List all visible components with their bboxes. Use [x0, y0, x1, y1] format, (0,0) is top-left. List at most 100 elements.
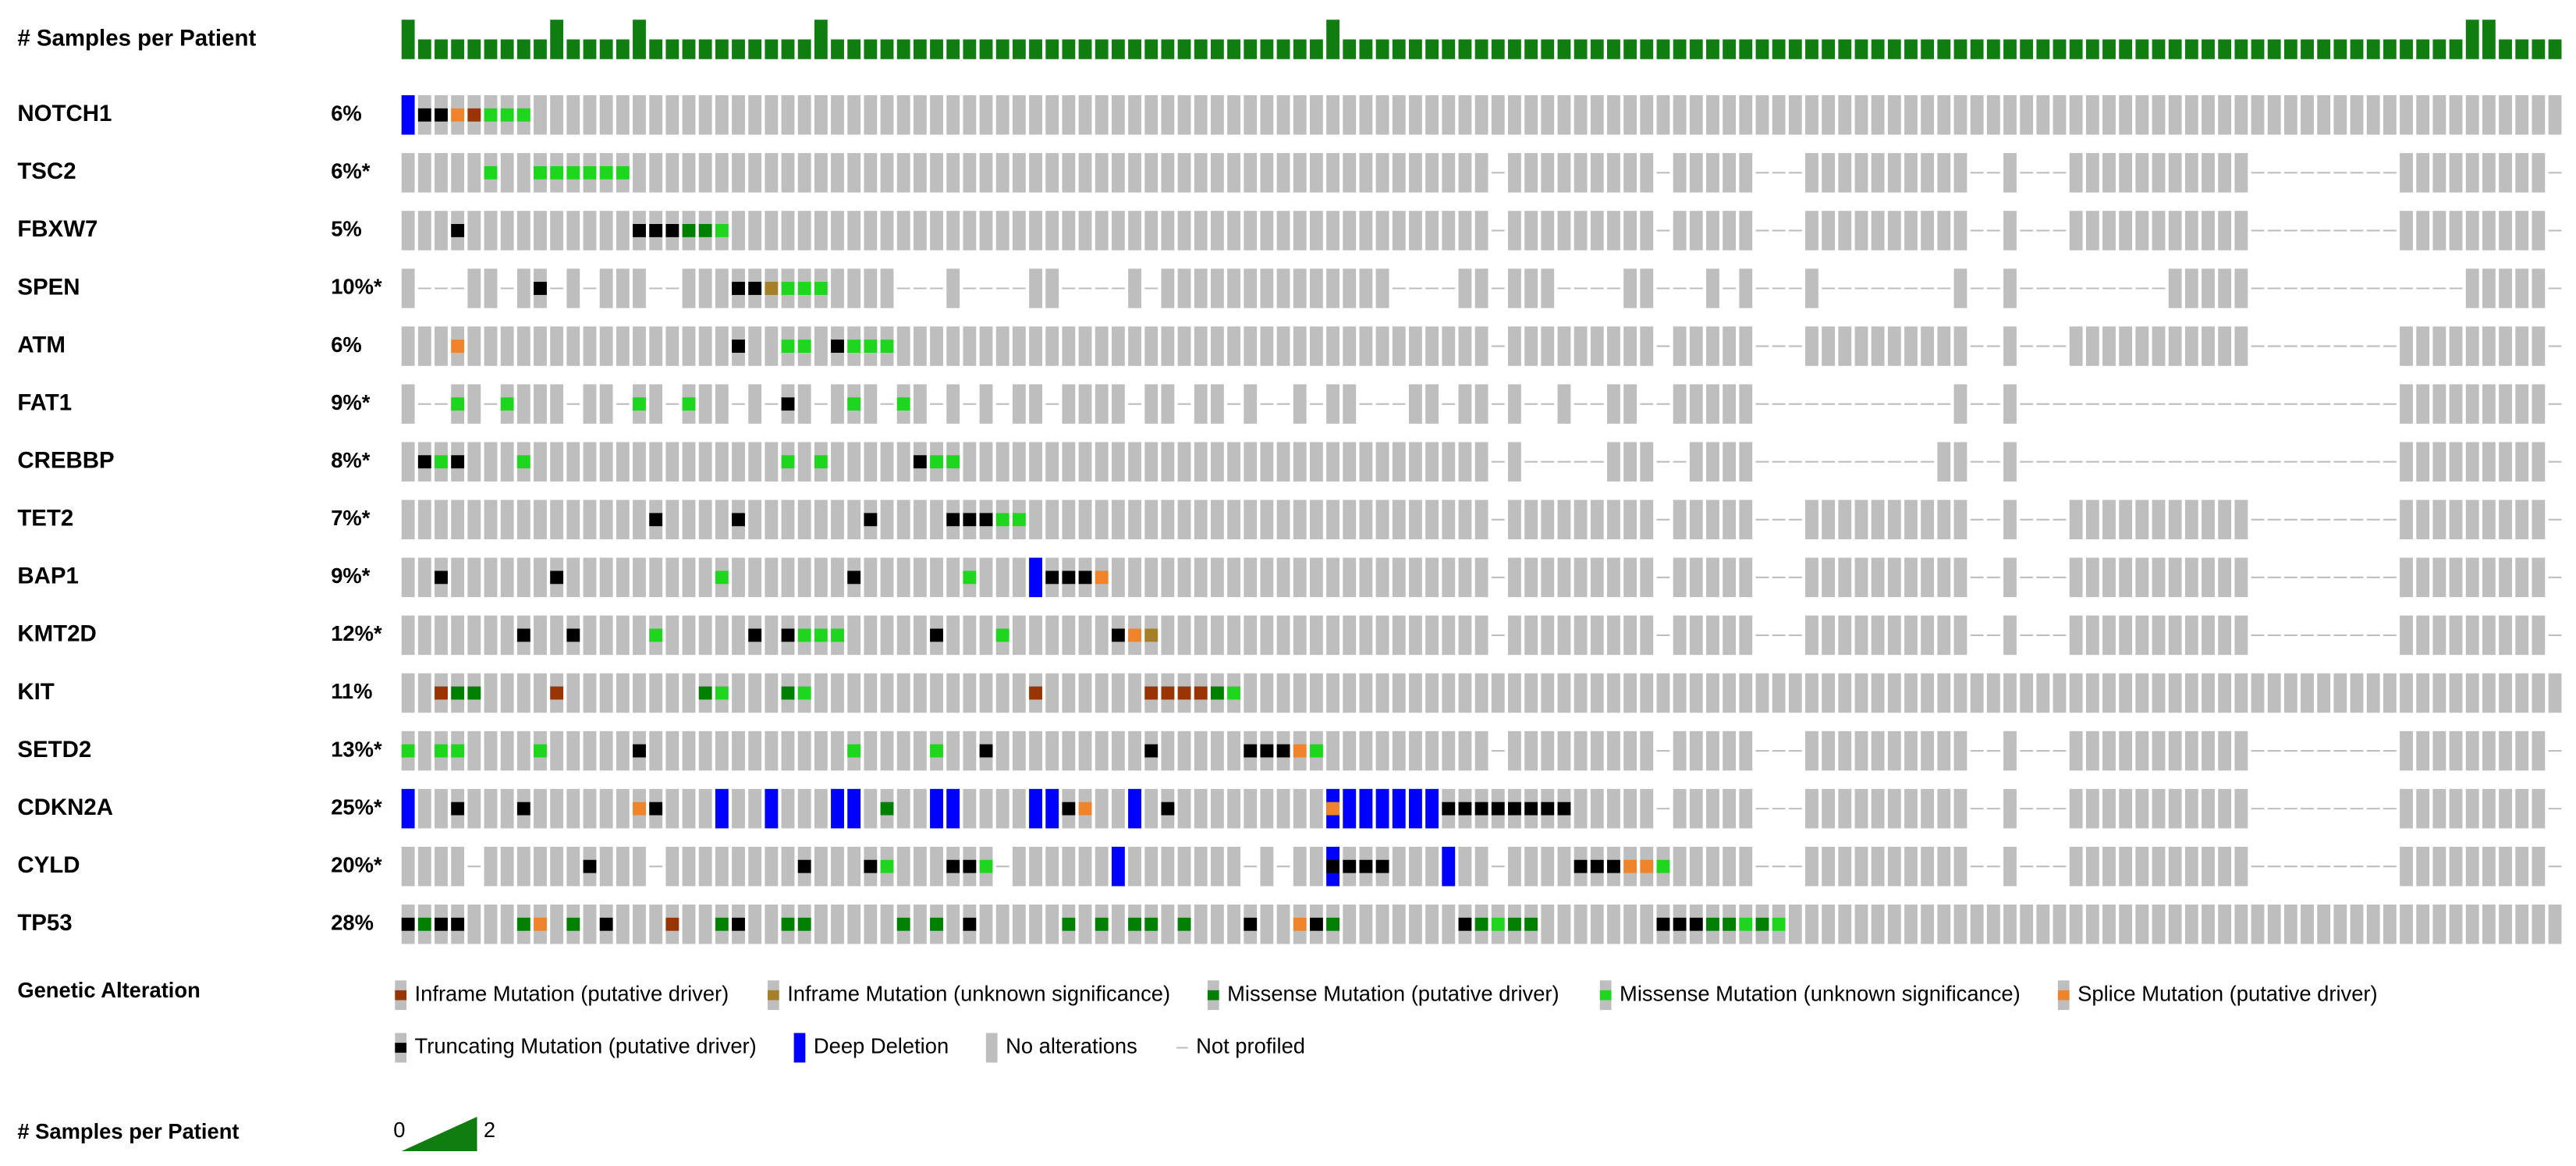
cell: [979, 384, 993, 424]
cell: [880, 442, 894, 482]
cell: [1706, 384, 1719, 424]
cell: [2532, 268, 2546, 308]
cell: [1689, 95, 1703, 135]
cell: [1177, 442, 1191, 482]
cell: [1029, 442, 1042, 482]
cell: [2003, 442, 2017, 482]
cell: [1078, 211, 1092, 251]
cell: [467, 442, 481, 482]
sample-bar: [2499, 39, 2512, 59]
cell: [2102, 615, 2116, 656]
cell: [1854, 211, 1868, 251]
cell: [1161, 384, 1175, 424]
cell: [1838, 557, 1852, 598]
cell: [2218, 905, 2232, 944]
cell: [1309, 615, 1323, 656]
cell: [1739, 95, 1753, 135]
mutation: [930, 917, 943, 931]
legend-swatch: [1207, 990, 1219, 1001]
cell: [566, 268, 580, 308]
sample-bar: [1607, 39, 1620, 59]
cell: [1244, 153, 1258, 193]
mutation: [1260, 744, 1274, 758]
percent-label: 6%: [331, 332, 362, 357]
cell: [913, 557, 927, 598]
cell: [1904, 788, 1918, 829]
mutation: [930, 628, 943, 642]
cell: [2499, 153, 2512, 193]
cell: [1623, 788, 1637, 829]
cell: [1210, 211, 1224, 251]
cell: [1326, 326, 1339, 366]
gene-label: BAP1: [17, 563, 79, 589]
cell: [1244, 95, 1258, 135]
cell: [516, 384, 530, 424]
cell: [1045, 211, 1059, 251]
cell: [1524, 153, 1538, 193]
mutation: [1508, 917, 1521, 931]
cell: [1177, 615, 1191, 656]
mutation: [1062, 802, 1076, 816]
cell: [1375, 731, 1389, 771]
cell: [1557, 905, 1571, 944]
cell: [599, 557, 613, 598]
cell: [1161, 442, 1175, 482]
cell: [1541, 211, 1555, 251]
cell: [1706, 615, 1719, 656]
cell: [1607, 326, 1620, 366]
sample-bar: [1673, 39, 1687, 59]
cell: [2251, 95, 2265, 135]
cell: [2069, 557, 2083, 598]
cell: [896, 615, 910, 656]
cell: [1673, 615, 1687, 656]
cell: [698, 557, 712, 598]
mutation: [748, 282, 762, 295]
cell: [1557, 615, 1571, 656]
cell: [1359, 95, 1373, 135]
cell: [715, 731, 729, 771]
cell: [698, 268, 712, 308]
cell: [2053, 905, 2067, 944]
cell: [930, 673, 943, 713]
cell: [748, 95, 762, 135]
cell: [864, 731, 878, 771]
cell: [732, 95, 745, 135]
cell: [2085, 788, 2099, 829]
cell: [2400, 211, 2413, 251]
mutation: [1144, 628, 1158, 642]
cell: [963, 95, 977, 135]
cell: [1887, 557, 1901, 598]
cell: [2202, 846, 2215, 887]
cell: [1474, 153, 1488, 193]
cell: [1921, 326, 1935, 366]
cell: [1045, 731, 1059, 771]
cell: [913, 905, 927, 944]
cell: [1276, 268, 1290, 308]
cell: [913, 153, 927, 193]
cell: [2432, 211, 2446, 251]
cell: [2184, 326, 2198, 366]
cell: [913, 499, 927, 540]
cell: [963, 615, 977, 656]
mutation: [1012, 513, 1026, 527]
cell: [2532, 788, 2546, 829]
cell: [2135, 788, 2149, 829]
mutation: [1590, 859, 1604, 873]
cell: [814, 499, 828, 540]
cell: [2218, 326, 2232, 366]
cell: [2135, 326, 2149, 366]
cell: [435, 615, 448, 656]
cell: [2036, 905, 2050, 944]
cell: [1244, 384, 1258, 424]
cell: [1838, 499, 1852, 540]
cell: [2301, 905, 2314, 944]
cell: [2301, 95, 2314, 135]
cell: [2515, 557, 2529, 598]
cell: [797, 499, 811, 540]
cell: [2085, 673, 2099, 713]
cell: [1177, 153, 1191, 193]
cell: [2515, 673, 2529, 713]
mutation: [797, 282, 811, 295]
mutation: [516, 628, 530, 642]
cell: [1474, 615, 1488, 656]
